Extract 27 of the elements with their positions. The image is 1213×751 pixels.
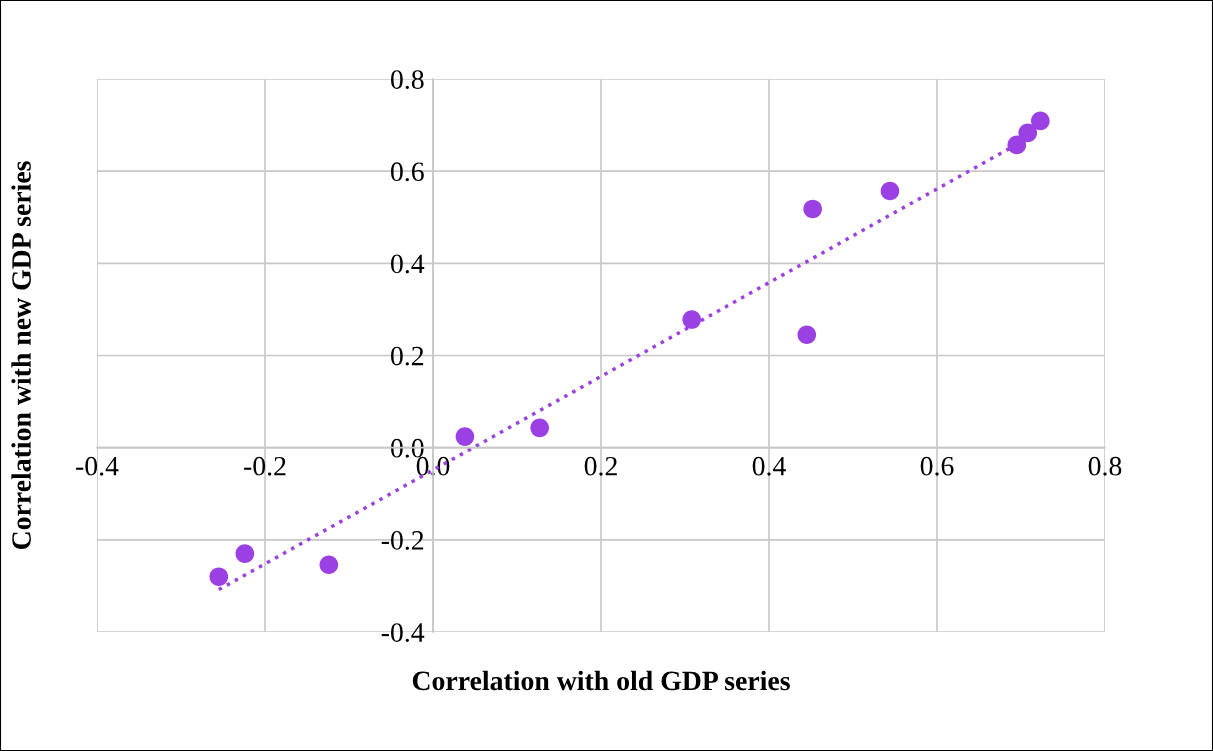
x-tick-label: 0.4 [752,456,786,476]
y-axis-title: Correlation with new GDP series [11,161,31,550]
y-tick-label: 0.2 [391,346,424,366]
x-axis-title: Correlation with old GDP series [412,670,790,691]
y-tick-label: -0.2 [381,531,424,550]
point [530,418,549,438]
point [682,310,702,329]
y-tick-label: 0.4 [391,254,425,274]
y-tick-label: 0.6 [391,162,424,182]
point [319,555,339,575]
y-tick-label: 0.8 [391,70,424,90]
point [880,181,900,201]
x-tick-label: 0.2 [584,456,617,476]
point [1018,123,1038,143]
x-tick-label: 0.8 [1088,456,1122,476]
x-tick-label: -0.4 [76,456,119,476]
point [1007,135,1027,155]
point [803,199,822,219]
x-tick-label: 0.6 [920,456,954,476]
point [209,567,229,587]
point [455,427,475,446]
point [797,325,817,345]
y-tick-label: -0.4 [381,623,425,643]
point [235,544,255,563]
x-tick-label: 0.0 [416,456,450,476]
x-tick-label: -0.2 [244,456,286,476]
point [1031,111,1050,131]
